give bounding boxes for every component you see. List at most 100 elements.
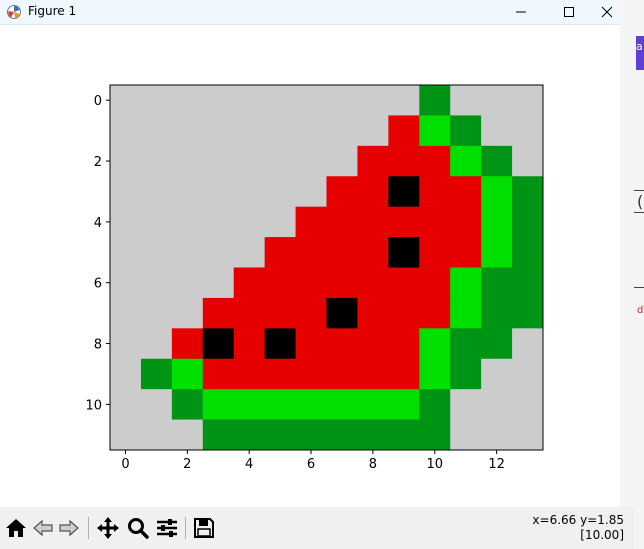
close-button[interactable]	[594, 0, 620, 24]
image-cell	[140, 267, 173, 299]
image-cell	[512, 85, 544, 116]
image-cell	[171, 328, 204, 360]
image-cell	[171, 389, 204, 421]
image-cell	[512, 176, 544, 208]
image-cell	[233, 297, 266, 329]
back-button[interactable]	[31, 516, 55, 540]
image-cell	[171, 419, 204, 451]
image-cell	[388, 358, 420, 390]
image-cell	[295, 206, 327, 238]
minimize-button[interactable]	[498, 0, 544, 24]
image-cell	[357, 297, 389, 329]
x-tick-label: 4	[245, 457, 253, 472]
image-cell	[110, 115, 142, 147]
image-cell	[326, 145, 358, 177]
image-cell	[233, 358, 266, 390]
image-cell	[264, 419, 297, 451]
home-button[interactable]	[4, 516, 28, 540]
image-cell	[171, 206, 204, 238]
image-cell	[357, 85, 389, 116]
image-cell	[295, 145, 327, 177]
pan-button[interactable]	[96, 516, 120, 540]
image-cell	[202, 389, 235, 421]
image-cell	[140, 419, 173, 451]
image-cell	[202, 85, 235, 116]
image-cell	[450, 328, 482, 360]
image-cell	[264, 145, 297, 177]
image-cell	[326, 267, 358, 299]
image-cell	[388, 237, 420, 268]
image-cell	[481, 85, 513, 116]
image-cell	[171, 85, 204, 116]
image-cell	[419, 389, 451, 421]
x-tick-label: 0	[121, 457, 129, 472]
axes-frame	[109, 84, 544, 451]
image-cell	[326, 85, 358, 116]
maximize-button[interactable]	[546, 0, 592, 24]
y-tick-label: 10	[85, 398, 102, 413]
sliders-icon	[157, 519, 177, 537]
image-cell	[388, 297, 420, 329]
image-cell	[388, 419, 420, 451]
image-cell	[357, 115, 389, 147]
y-tick-label: 2	[94, 155, 102, 170]
image-cell	[481, 419, 513, 451]
image-cell	[233, 328, 266, 360]
image-cell	[140, 358, 173, 390]
image-cell	[110, 145, 142, 177]
image-cell	[295, 267, 327, 299]
image-cell	[295, 237, 327, 268]
image-cell	[264, 328, 297, 360]
background-edge-mark: (	[637, 192, 644, 211]
image-cell	[295, 358, 327, 390]
image-cell	[264, 297, 297, 329]
image-cell	[512, 237, 544, 268]
image-cell	[171, 145, 204, 177]
configure-subplots-button[interactable]	[155, 516, 179, 540]
cursor-readout: x=6.66 y=1.85 [10.00]	[532, 513, 624, 543]
x-tick-label: 2	[183, 457, 191, 472]
image-cell	[326, 176, 358, 208]
image-cell	[233, 389, 266, 421]
image-cell	[388, 145, 420, 177]
y-tick-label: 0	[94, 94, 102, 109]
home-icon	[6, 519, 26, 537]
image-cell	[140, 297, 173, 329]
figure-canvas[interactable]: 0 2 4 6 8 10 12 0 2 4 6 8 10	[0, 25, 620, 507]
image-cell	[419, 237, 451, 268]
forward-button[interactable]	[57, 516, 81, 540]
maximize-icon	[564, 7, 574, 17]
minimize-icon	[516, 11, 526, 13]
image-cell	[357, 145, 389, 177]
image-cell	[110, 206, 142, 238]
toolbar-separator	[185, 517, 186, 539]
image-cell	[512, 328, 544, 360]
image-cell	[326, 389, 358, 421]
image-cell	[450, 85, 482, 116]
image-cell	[450, 206, 482, 238]
zoom-button[interactable]	[126, 516, 150, 540]
pixel-value: [10.00]	[580, 528, 624, 542]
image-cell	[419, 297, 451, 329]
image-cell	[264, 115, 297, 147]
image-cell	[481, 176, 513, 208]
image-cell	[202, 237, 235, 268]
image-cell	[140, 176, 173, 208]
image-cell	[357, 176, 389, 208]
image-cell	[295, 115, 327, 147]
image-cell	[202, 419, 235, 451]
image-plot[interactable]: 0 2 4 6 8 10 12 0 2 4 6 8 10	[0, 25, 620, 507]
save-button[interactable]	[192, 516, 216, 540]
background-window-edge	[620, 0, 644, 549]
image-cell	[450, 115, 482, 147]
arrow-right-icon	[59, 519, 79, 537]
image-cell	[140, 145, 173, 177]
image-cell	[419, 206, 451, 238]
image-cell	[110, 328, 142, 360]
image-cell	[110, 237, 142, 268]
x-tick-label: 10	[426, 457, 443, 472]
image-cell	[481, 206, 513, 238]
move-icon	[97, 517, 119, 539]
image-cell	[233, 237, 266, 268]
image-cell	[450, 237, 482, 268]
